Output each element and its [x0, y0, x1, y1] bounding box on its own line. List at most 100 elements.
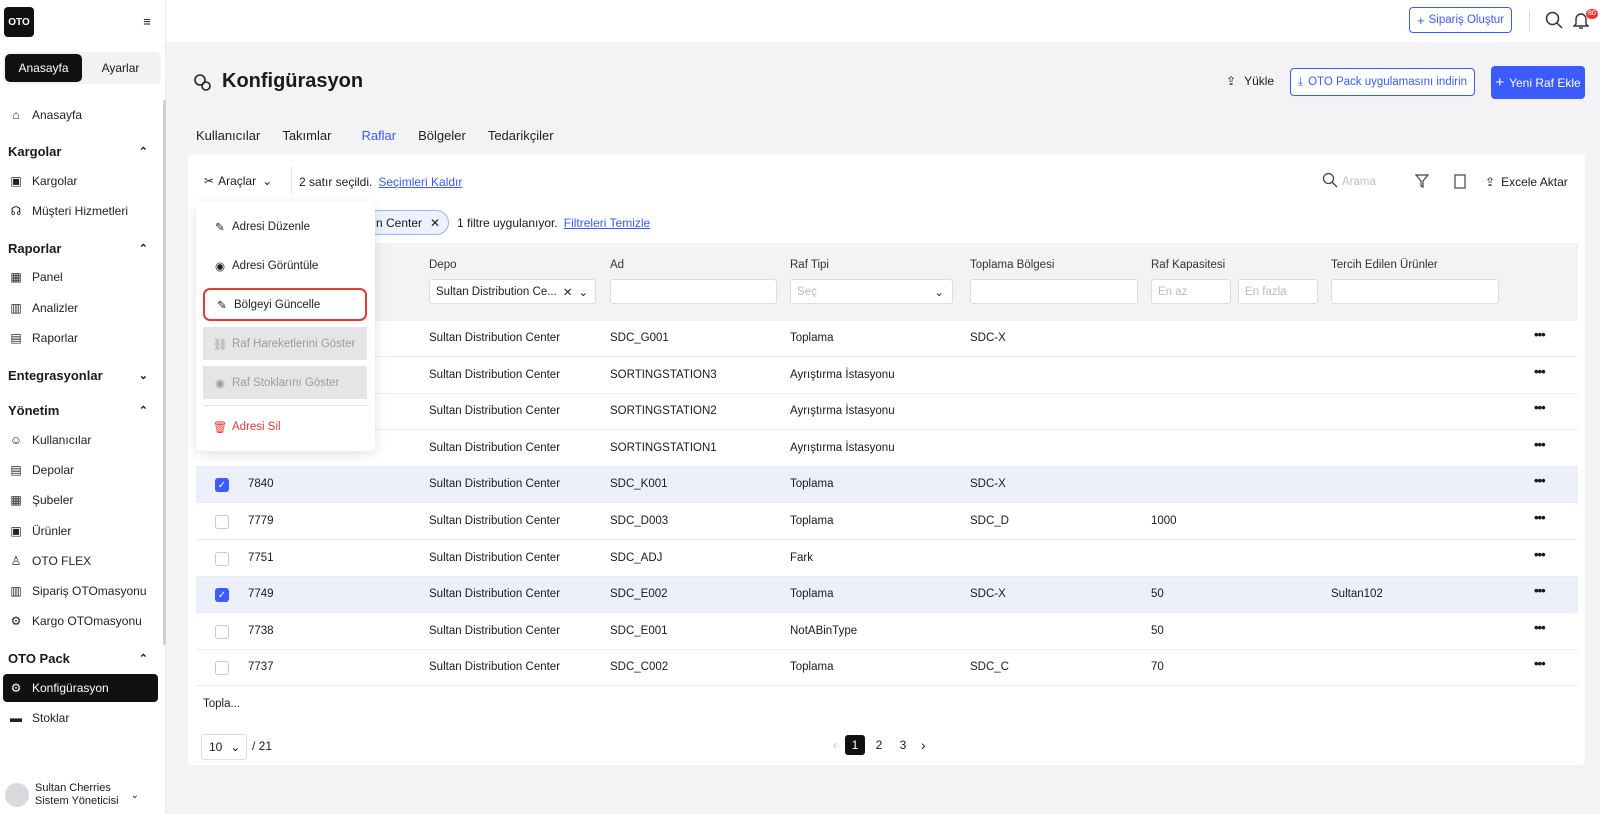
chevron-left-icon[interactable]: ‹: [833, 738, 837, 752]
sidebar-item-raporlar[interactable]: ▤ Raporlar: [3, 324, 158, 352]
row-actions-icon[interactable]: •••: [1534, 327, 1546, 342]
chevron-right-icon[interactable]: ›: [921, 737, 926, 753]
table-row[interactable]: 7738 Sultan Distribution Center SDC_E001 No…: [196, 614, 1578, 650]
cell-tip: Toplama: [790, 515, 834, 527]
toolbar-divider: [291, 166, 292, 194]
menu-item-view-address[interactable]: ◉ Adresi Görüntüle: [214, 259, 319, 273]
app-logo[interactable]: OTO: [4, 7, 34, 37]
preferred-products-input[interactable]: [1331, 279, 1499, 304]
segment-ayarlar[interactable]: Ayarlar: [101, 61, 140, 75]
sidebar-item-müşteri-hizmetleri[interactable]: ☊ Müşteri Hizmetleri: [3, 197, 158, 225]
row-checkbox[interactable]: [215, 551, 229, 566]
sidebar-scrollbar[interactable]: [163, 100, 166, 645]
segment-anasayfa[interactable]: Anasayfa: [5, 54, 82, 82]
sidebar-item-depolar[interactable]: ▤ Depolar: [3, 456, 158, 484]
tab-bölgeler[interactable]: Bölgeler: [418, 128, 466, 143]
row-checkbox[interactable]: ✓: [215, 588, 229, 603]
clear-filters-link[interactable]: Filtreleri Temizle: [563, 216, 651, 230]
sidebar-section[interactable]: Entegrasyonlar ⌄: [8, 368, 148, 383]
table-row[interactable]: Sultan Distribution Center SDC_G001 Toplam…: [196, 321, 1578, 357]
table-row[interactable]: 7737 Sultan Distribution Center SDC_C002 To…: [196, 650, 1578, 687]
page-2[interactable]: 2: [875, 738, 883, 752]
chevron-up-icon: ⌃: [138, 405, 148, 417]
download-app-button[interactable]: ⤓ OTO Pack uygulamasını indirin: [1290, 68, 1476, 96]
row-checkbox[interactable]: [215, 624, 229, 639]
row-actions-icon[interactable]: •••: [1534, 473, 1546, 489]
page-1[interactable]: 1: [845, 735, 865, 755]
create-order-button[interactable]: + Sipariş Oluştur: [1409, 7, 1513, 33]
sidebar-item-kargo-otomasyonu[interactable]: ⚙ Kargo OTOmasyonu: [3, 607, 158, 635]
depo-filter-select[interactable]: Sultan Distribution Ce... ✕ ⌄: [429, 279, 596, 304]
cell-tip: Ayrıştırma İstasyonu: [790, 405, 895, 418]
row-checkbox[interactable]: ✓: [215, 478, 229, 493]
row-checkbox[interactable]: [215, 515, 229, 529]
sidebar-item-anasayfa[interactable]: ⌂ Anasayfa: [3, 101, 158, 129]
row-actions-icon[interactable]: •••: [1534, 436, 1546, 452]
new-rack-button[interactable]: + Yeni Raf Ekle: [1491, 66, 1585, 99]
menu-item-delete-address[interactable]: 🗑 Adresi Sil: [212, 420, 281, 434]
sidebar-item-kullanıcılar[interactable]: ☺ Kullanıcılar: [3, 426, 158, 454]
row-actions-icon[interactable]: •••: [1534, 619, 1546, 635]
sidebar-section[interactable]: Kargolar ⌃: [8, 144, 148, 159]
sidebar-section[interactable]: Yönetim ⌃: [8, 403, 148, 418]
row-actions-icon[interactable]: •••: [1534, 400, 1546, 416]
row-checkbox[interactable]: [215, 661, 229, 676]
columns-icon[interactable]: [1454, 174, 1466, 189]
close-icon[interactable]: ✕: [430, 215, 441, 230]
row-actions-icon[interactable]: •••: [1534, 656, 1546, 672]
row-actions-icon[interactable]: •••: [1534, 546, 1546, 562]
tab-tedarikçiler[interactable]: Tedarikçiler: [487, 128, 554, 143]
table-row[interactable]: Sultan Distribution Center SORTINGSTATION…: [196, 358, 1578, 394]
sidebar-item-konfigürasyon[interactable]: ⚙ Konfigürasyon: [3, 674, 158, 702]
menu-collapse-icon[interactable]: ≡: [143, 13, 151, 29]
capacity-min-input[interactable]: En az: [1151, 279, 1231, 304]
capacity-max-input[interactable]: En fazla: [1238, 279, 1318, 304]
sidebar-item-şubeler[interactable]: ▦ Şubeler: [3, 486, 158, 514]
row-actions-icon[interactable]: •••: [1534, 583, 1546, 599]
close-icon[interactable]: ✕: [562, 286, 573, 299]
toplama-bolgesi-input[interactable]: [970, 279, 1138, 304]
link-icon: ⛓: [212, 338, 228, 351]
user-profile[interactable]: Sultan Cherries Sistem Yöneticisi ⌄: [5, 780, 160, 810]
download-icon: ⤓: [1298, 75, 1304, 88]
sidebar-section[interactable]: Raporlar ⌃: [8, 241, 148, 256]
sidebar-item-sipariş-otomasyonu[interactable]: ▥ Sipariş OTOmasyonu: [3, 577, 158, 605]
table-row[interactable]: 7751 Sultan Distribution Center SDC_ADJ Far…: [196, 541, 1578, 577]
sidebar-section[interactable]: OTO Pack ⌃: [8, 651, 148, 666]
search-input[interactable]: Arama: [1342, 176, 1376, 188]
sidebar-item-kargolar[interactable]: ▣ Kargolar: [3, 167, 158, 195]
table-row[interactable]: Sultan Distribution Center SORTINGSTATION…: [196, 394, 1578, 431]
row-actions-icon[interactable]: •••: [1534, 510, 1546, 525]
page-3[interactable]: 3: [899, 738, 907, 752]
table-row[interactable]: ✓ 7749 Sultan Distribution Center SDC_E002 T…: [196, 577, 1578, 614]
filter-icon[interactable]: [1415, 174, 1429, 188]
tools-dropdown[interactable]: ✂ Araçlar ⌄: [204, 174, 273, 188]
table-row[interactable]: ✓ 7840 Sultan Distribution Center SDC_K001 T…: [196, 467, 1578, 504]
ad-filter-input[interactable]: [610, 279, 777, 304]
page-size-select[interactable]: 10 ⌄: [201, 734, 247, 760]
tab-takımlar[interactable]: Takımlar: [282, 128, 332, 143]
upload-button[interactable]: ⇪ Yükle: [1226, 74, 1275, 88]
sidebar-item-oto-flex[interactable]: ♙ OTO FLEX: [3, 547, 158, 575]
search-icon[interactable]: [1545, 11, 1563, 29]
menu-item-update-region[interactable]: ✎ Bölgeyi Güncelle: [203, 288, 367, 321]
sidebar-item-stoklar[interactable]: ▬ Stoklar: [3, 704, 158, 732]
sidebar-item-analizler[interactable]: ▥ Analizler: [3, 294, 158, 322]
sidebar-item-panel[interactable]: ▦ Panel: [3, 263, 158, 291]
clear-selection-link[interactable]: Seçimleri Kaldır: [378, 175, 463, 189]
table-row[interactable]: 7779 Sultan Distribution Center SDC_D003 To…: [196, 504, 1578, 540]
chevron-down-icon[interactable]: ⌄: [578, 286, 589, 299]
sidebar-item-ürünler[interactable]: ▣ Ürünler: [3, 517, 158, 545]
row-actions-icon[interactable]: •••: [1534, 363, 1546, 379]
table-row[interactable]: Sultan Distribution Center SORTINGSTATION…: [196, 431, 1578, 467]
raf-tipi-select[interactable]: Seç ⌄: [790, 279, 953, 304]
filter-chip[interactable]: n Center ✕: [365, 210, 449, 235]
menu-item-edit-address[interactable]: ✎ Adresi Düzenle: [215, 220, 310, 234]
search-icon[interactable]: [1322, 172, 1338, 188]
home-icon: ⌂: [12, 108, 20, 122]
chevron-down-icon[interactable]: ⌄: [130, 789, 139, 801]
bell-icon[interactable]: [1573, 11, 1589, 29]
tab-kullanıcılar[interactable]: Kullanıcılar: [196, 128, 261, 143]
tab-raflar[interactable]: Raflar: [353, 128, 405, 156]
export-excel-button[interactable]: ⇪ Excele Aktar: [1485, 175, 1568, 189]
